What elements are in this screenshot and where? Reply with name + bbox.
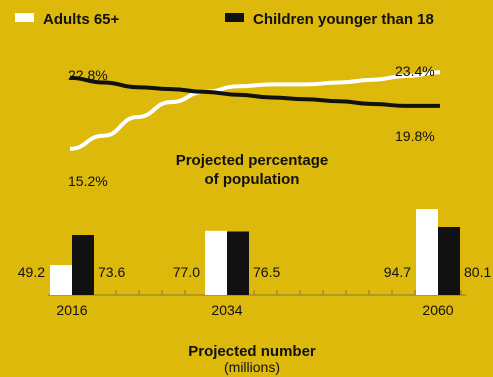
- category-label-2034: 2034: [211, 302, 242, 318]
- bar-value-label-2034-children: 76.5: [253, 264, 280, 280]
- legend-label-children: Children younger than 18: [253, 11, 434, 28]
- adults-start-label: 15.2%: [68, 173, 108, 189]
- bar-chart: 49.2 73.6 77.0 76.5 94.7 80.1 2016 2034 2060 Pr…: [18, 209, 492, 375]
- line-series-group: [69, 70, 441, 151]
- bar-2060-children: [438, 227, 460, 295]
- bars-group: [50, 209, 460, 295]
- bar-chart-title: Projected number: [188, 343, 316, 360]
- axis-ticks: [69, 290, 462, 295]
- category-labels: 2016 2034 2060: [56, 302, 453, 318]
- category-label-2060: 2060: [422, 302, 453, 318]
- adults-end-label: 23.4%: [395, 63, 435, 79]
- bar-value-label-2016-children: 73.6: [98, 264, 125, 280]
- legend: Adults 65+ Children younger than 18: [15, 11, 434, 28]
- children-start-label: 22.8%: [68, 67, 108, 83]
- bar-chart-subtitle: (millions): [224, 359, 280, 375]
- category-label-2016: 2016: [56, 302, 87, 318]
- bar-2016-adults: [50, 265, 72, 295]
- bar-2060-adults: [416, 209, 438, 295]
- line-chart-title-line2: of population: [205, 171, 300, 188]
- bar-value-label-2016-adults: 49.2: [18, 264, 45, 280]
- line-chart: 15.2% 23.4% 22.8% 19.8% Projected percen…: [68, 63, 441, 189]
- bar-value-label-2060-children: 80.1: [464, 264, 491, 280]
- line-series-adults-65-plus: [69, 70, 441, 151]
- legend-label-adults: Adults 65+: [43, 11, 120, 28]
- bar-2034-children: [227, 231, 249, 295]
- line-series-children-under-18: [69, 75, 440, 108]
- legend-swatch-children: [225, 13, 244, 22]
- bar-value-labels: 49.2 73.6 77.0 76.5 94.7 80.1: [18, 264, 492, 280]
- children-end-label: 19.8%: [395, 128, 435, 144]
- bar-2034-adults: [205, 230, 227, 295]
- bar-2016-children: [72, 235, 94, 295]
- bar-value-label-2060-adults: 94.7: [384, 264, 411, 280]
- bar-value-label-2034-adults: 77.0: [173, 264, 200, 280]
- line-chart-title-line1: Projected percentage: [176, 152, 329, 169]
- legend-swatch-adults: [15, 13, 34, 22]
